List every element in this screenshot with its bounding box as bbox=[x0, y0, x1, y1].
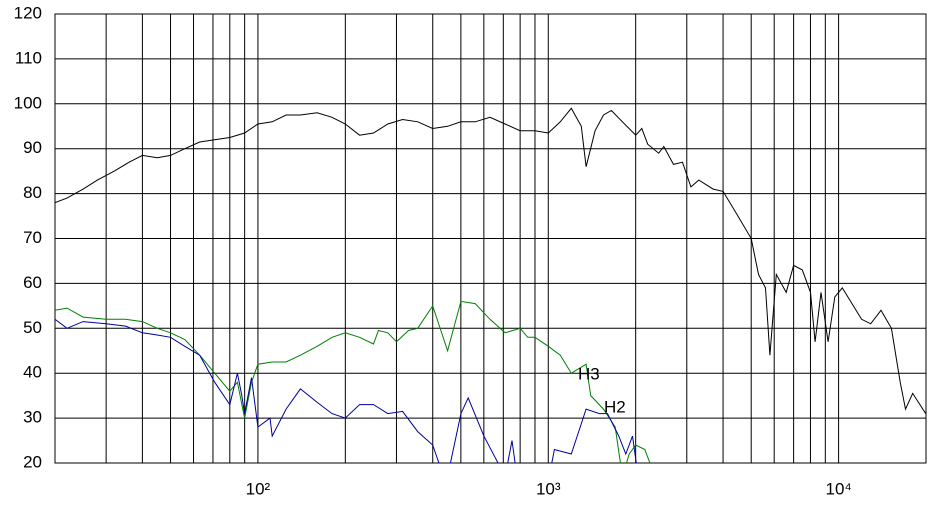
y-tick-label: 50 bbox=[23, 318, 42, 337]
y-tick-label: 120 bbox=[14, 3, 42, 22]
x-tick-label: 10⁴ bbox=[825, 479, 851, 498]
lines bbox=[55, 107, 926, 463]
y-tick-label: 20 bbox=[23, 452, 42, 471]
y-tick-label: 110 bbox=[15, 48, 42, 67]
y-tick-label: 30 bbox=[23, 408, 42, 427]
grid bbox=[54, 13, 926, 464]
x-tick-label: 10³ bbox=[536, 479, 561, 498]
y-tick-label: 70 bbox=[23, 228, 42, 247]
y-tick-label: 80 bbox=[23, 183, 42, 202]
annotation: H3 bbox=[578, 364, 600, 383]
y-tick-label: 100 bbox=[14, 93, 42, 112]
series-line bbox=[55, 107, 926, 414]
y-tick-label: 60 bbox=[23, 273, 42, 292]
series-line bbox=[55, 300, 651, 463]
annotation: H2 bbox=[604, 397, 626, 416]
y-tick-label: 40 bbox=[23, 363, 42, 382]
series-line bbox=[55, 318, 637, 463]
y-tick-label: 90 bbox=[23, 138, 42, 157]
x-tick-label: 10² bbox=[246, 479, 271, 498]
